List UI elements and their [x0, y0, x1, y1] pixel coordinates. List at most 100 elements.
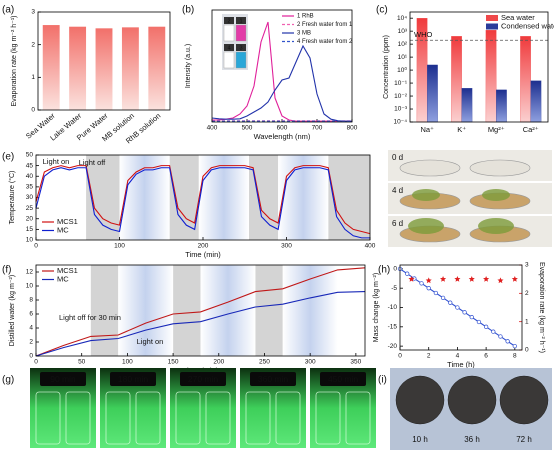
- x-tick-label: 8: [513, 353, 517, 360]
- y-tick-label: 35: [26, 184, 34, 191]
- legend-label: Sea water: [501, 13, 535, 22]
- y-tick-label: 3: [31, 9, 35, 16]
- bar: [451, 36, 462, 123]
- inset-label: 1: [239, 18, 242, 24]
- y2-axis-label: Evaporation rate (kg m⁻² h⁻¹): [538, 262, 545, 353]
- legend-label: 3 MB: [297, 31, 311, 37]
- y-axis-label: Mass change (kg m⁻²): [373, 273, 380, 342]
- data-line: [35, 267, 366, 357]
- vial: [235, 24, 247, 42]
- y-tick-label: 1: [31, 74, 35, 81]
- annotation: Light on: [43, 157, 70, 166]
- x-tick-label: K⁺: [457, 125, 466, 134]
- x-tick-label: Mg²⁺: [488, 125, 505, 134]
- x-tick-label: 4: [456, 353, 460, 360]
- x-axis-label: Time (h): [447, 360, 475, 369]
- x-tick-label: 200: [213, 359, 224, 366]
- photo-label: 270 min: [188, 374, 219, 384]
- x-tick-label: 500: [242, 125, 253, 132]
- light-on-band: [198, 155, 249, 240]
- y-tick-label: 10⁰: [397, 66, 407, 74]
- legend-label: 1 RhB: [297, 14, 314, 20]
- circle-marker: [483, 324, 489, 329]
- bar: [148, 26, 166, 111]
- y-axis-label: Temperature (°C): [8, 171, 16, 225]
- data-line: [35, 165, 371, 235]
- light-off-band: [255, 265, 283, 356]
- y-tick-label: 10³: [398, 28, 408, 35]
- x-tick-label: 350: [350, 359, 361, 366]
- y-tick-label: 0: [29, 353, 33, 360]
- x-tick-label: 200: [198, 243, 209, 250]
- panel-label: (a): [2, 5, 14, 16]
- photo-label: 6 d: [392, 219, 403, 228]
- circle-marker: [419, 281, 424, 286]
- y-tick-label: 4: [29, 325, 33, 332]
- panel-label: (i): [378, 375, 387, 386]
- vial: [65, 391, 91, 445]
- x-tick-label: 0: [34, 243, 38, 250]
- circle-marker: [512, 343, 517, 349]
- y-tick-label: 6: [29, 311, 33, 318]
- x-tick-label: 800: [347, 125, 358, 132]
- vial: [105, 391, 131, 445]
- y-tick-label: 0: [393, 266, 397, 273]
- light-on-band: [119, 155, 170, 240]
- light-on-band: [200, 265, 256, 356]
- sample: [395, 375, 445, 425]
- vial: [205, 391, 231, 445]
- x-tick-label: 0: [398, 353, 402, 360]
- y-tick-label: 10⁻²: [394, 93, 408, 100]
- photo-label: 90 min: [50, 374, 76, 384]
- annotation: Light on: [137, 337, 164, 346]
- star-marker: [483, 275, 490, 282]
- y-tick-label: 10⁻¹: [394, 80, 408, 87]
- circle-marker: [440, 295, 446, 300]
- x-tick-label: 700: [312, 125, 323, 132]
- y-tick-label: 20: [26, 215, 34, 222]
- panel-label: (f): [2, 265, 11, 276]
- legend-label: MCS1: [57, 266, 78, 275]
- light-on-band: [118, 265, 174, 356]
- y-tick-label: 12: [26, 269, 34, 276]
- star-marker: [497, 277, 504, 284]
- circle-marker: [469, 315, 474, 320]
- vial: [245, 391, 271, 445]
- label-plate: [250, 372, 296, 386]
- y-tick-label: 10²: [398, 41, 408, 48]
- legend-swatch: [486, 23, 498, 30]
- y-axis-label: Concentration (ppm): [383, 35, 390, 99]
- plant: [412, 189, 440, 201]
- light-off-band: [90, 265, 119, 356]
- y-tick-label: -5: [391, 285, 397, 292]
- star-marker: [454, 275, 461, 282]
- x-tick-label: 400: [365, 243, 376, 250]
- y-tick-label: 2: [31, 41, 35, 48]
- circle-marker: [455, 305, 460, 310]
- light-on-band: [278, 155, 329, 240]
- bar: [95, 28, 113, 110]
- vial: [35, 391, 61, 445]
- panel-label: (g): [2, 375, 14, 386]
- star-marker: [511, 275, 518, 282]
- label-plate: [110, 372, 156, 386]
- y-tick-label: 10: [26, 283, 34, 290]
- bar: [520, 36, 531, 123]
- y2-tick-label: 2: [525, 290, 529, 297]
- circle-marker: [426, 286, 431, 291]
- y-tick-label: 2: [29, 339, 33, 346]
- panel-label: (b): [182, 5, 194, 16]
- vial: [235, 51, 247, 69]
- bar: [121, 27, 139, 110]
- y-tick-label: 10: [26, 237, 34, 244]
- y-tick-label: 45: [26, 162, 34, 169]
- vial: [223, 24, 235, 42]
- x-tick-label: 150: [168, 359, 179, 366]
- bar: [530, 80, 542, 123]
- x-tick-label: 250: [259, 359, 270, 366]
- y2-tick-label: 1: [525, 318, 529, 325]
- photo-label: 72 h: [516, 435, 532, 444]
- vial-cap: [236, 44, 246, 51]
- circle-marker: [448, 300, 453, 305]
- vial: [175, 391, 201, 445]
